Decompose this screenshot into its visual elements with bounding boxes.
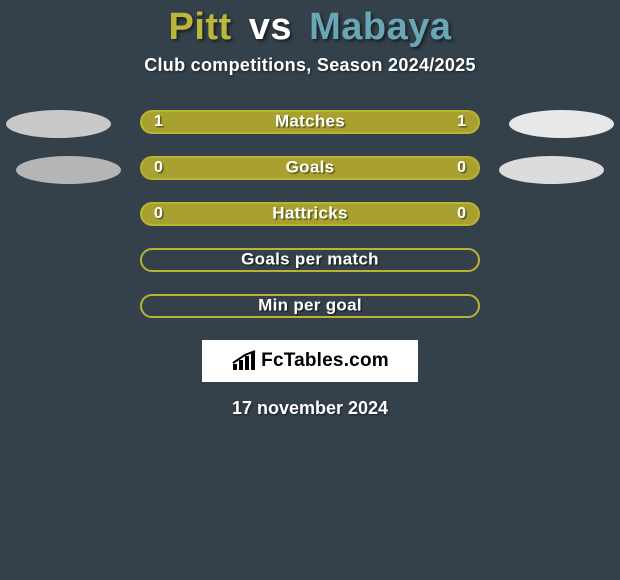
comparison-card: Pitt vs Mabaya Club competitions, Season… xyxy=(0,0,620,580)
stat-label: Min per goal xyxy=(142,296,478,316)
stat-value-left: 1 xyxy=(154,114,163,130)
bar-chart-icon xyxy=(231,350,257,372)
stat-row: Goals per match xyxy=(140,248,480,272)
page-title: Pitt vs Mabaya xyxy=(0,6,620,49)
stat-row: 0Hattricks0 xyxy=(140,202,480,226)
stat-label: Goals per match xyxy=(142,250,478,270)
stat-value-left: 0 xyxy=(154,160,163,176)
stat-label: Goals xyxy=(142,158,478,178)
stat-label: Matches xyxy=(142,112,478,132)
subtitle: Club competitions, Season 2024/2025 xyxy=(0,55,620,76)
stat-value-right: 0 xyxy=(457,206,466,222)
source-logo-text: FcTables.com xyxy=(261,350,389,372)
stats-stage: 1Matches10Goals00Hattricks0Goals per mat… xyxy=(0,110,620,419)
player-2-photo-placeholder xyxy=(509,110,614,138)
stat-row: Min per goal xyxy=(140,294,480,318)
player-1-photo-placeholder xyxy=(16,156,121,184)
source-logo[interactable]: FcTables.com xyxy=(202,340,418,382)
player-2-photo-placeholder xyxy=(499,156,604,184)
stat-rows: 1Matches10Goals00Hattricks0Goals per mat… xyxy=(0,110,620,318)
vs-separator: vs xyxy=(249,6,292,48)
stat-value-right: 1 xyxy=(457,114,466,130)
stat-row: 0Goals0 xyxy=(140,156,480,180)
snapshot-date: 17 november 2024 xyxy=(0,398,620,419)
player-1-photo-placeholder xyxy=(6,110,111,138)
player-1-name: Pitt xyxy=(168,6,231,48)
stat-value-left: 0 xyxy=(154,206,163,222)
player-2-name: Mabaya xyxy=(309,6,451,48)
stat-value-right: 0 xyxy=(457,160,466,176)
stat-label: Hattricks xyxy=(142,204,478,224)
stat-row: 1Matches1 xyxy=(140,110,480,134)
